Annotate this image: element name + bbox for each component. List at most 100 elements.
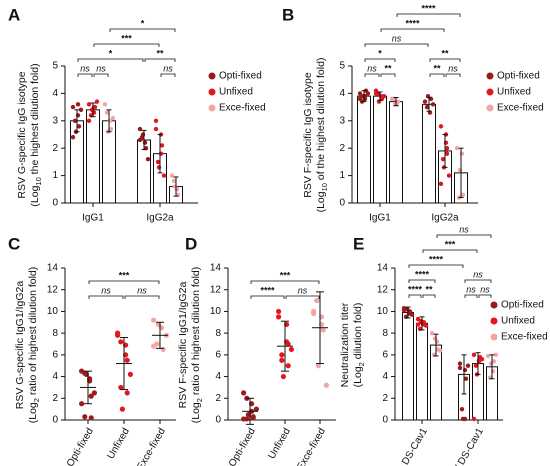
y-axis-label-part: 10 [34, 177, 43, 185]
data-point [454, 146, 460, 151]
data-point [488, 361, 494, 366]
legend-label: Unfixed [501, 316, 535, 327]
significance-bracket [88, 280, 160, 284]
significance-label: ** [384, 63, 392, 73]
significance-label: **** [408, 284, 423, 294]
x-tick-label: IgG1 [82, 213, 104, 224]
y-tick-label: 12 [47, 284, 59, 295]
data-point [102, 102, 108, 107]
y-axis-label: (Log2 ratio of highest dilution fold) [190, 267, 205, 424]
legend-marker [486, 72, 494, 80]
x-tick-label: IgG1 [369, 213, 391, 224]
legend-marker [490, 317, 498, 325]
data-point [151, 343, 157, 349]
x-tick-label: IgG2a [431, 213, 459, 224]
data-point [463, 376, 469, 381]
significance-label: *** [280, 270, 291, 280]
legend-marker [208, 104, 216, 112]
panel-letter: D [185, 234, 197, 253]
data-point [124, 357, 130, 363]
data-point [323, 382, 329, 388]
y-tick-label: 12 [210, 284, 222, 295]
data-point [78, 107, 84, 113]
significance-label: ns [392, 33, 402, 43]
significance-label: ns [367, 63, 377, 73]
data-point [140, 132, 146, 137]
significance-label: * [109, 48, 113, 58]
data-point [378, 93, 384, 99]
y-tick-label: 10 [47, 306, 59, 317]
y-tick-label: 2 [382, 393, 388, 404]
significance-bracket [77, 58, 144, 62]
data-point [471, 352, 477, 358]
y-axis-label-part: 10 [320, 183, 329, 191]
y-tick-label: 5 [339, 61, 345, 72]
data-point [75, 113, 81, 118]
significance-label: ns [448, 63, 458, 73]
data-point [104, 110, 110, 115]
significance-label: *** [445, 239, 456, 249]
data-point [362, 93, 368, 99]
y-axis-label-part: dilution fold) [352, 303, 364, 363]
y-tick-label: 14 [377, 263, 389, 274]
data-point [253, 406, 259, 412]
data-point [457, 361, 463, 366]
significance-label: **** [429, 254, 444, 264]
data-point [490, 368, 496, 374]
data-point [156, 165, 162, 170]
significance-bracket [364, 73, 380, 77]
y-tick-label: 5 [52, 61, 58, 72]
x-tick-label: Exce-fixed [295, 426, 328, 466]
significance-label: *** [119, 270, 130, 280]
data-point [127, 371, 133, 377]
legend-label: Exce-fixed [219, 103, 266, 114]
significance-label: ns [298, 285, 308, 295]
significance-bracket [250, 280, 320, 284]
significance-bracket [124, 295, 160, 299]
significance-bracket [478, 294, 492, 298]
y-axis-label-part: (Log [190, 402, 202, 423]
significance-bracket [109, 28, 176, 32]
data-point [91, 390, 97, 396]
data-point [443, 140, 449, 145]
data-point [357, 96, 363, 102]
y-tick-label: 14 [210, 263, 222, 274]
y-tick-label: 0 [339, 198, 345, 209]
x-tick-label: Opti-fixed [65, 426, 96, 466]
data-point [72, 118, 78, 124]
significance-bracket [93, 73, 109, 77]
data-point [438, 124, 444, 129]
data-point [115, 330, 121, 336]
data-point [250, 414, 256, 420]
y-axis-label: (Log2 dilution fold) [352, 303, 367, 388]
x-tick-label: w/ DS-Cav1 [449, 426, 486, 466]
bar [357, 95, 371, 204]
y-axis-label: (Log2 ratio of highest dilution fold) [27, 267, 42, 424]
significance-label: **** [260, 285, 275, 295]
significance-label: *** [121, 33, 132, 43]
y-tick-label: 6 [52, 349, 58, 360]
y-axis-label-part: (Log [29, 185, 41, 206]
data-point [373, 88, 379, 93]
x-tick-label: Exce-fixed [135, 426, 168, 466]
legend-label: Unfixed [219, 87, 253, 98]
data-point [137, 126, 143, 132]
data-point [279, 352, 285, 358]
data-point [82, 370, 88, 376]
data-point [279, 357, 285, 363]
y-tick-label: 0 [215, 415, 221, 426]
significance-bracket [464, 294, 478, 298]
significance-bracket [160, 73, 176, 77]
significance-bracket [77, 73, 93, 77]
significance-label: ns [80, 63, 90, 73]
data-point [429, 330, 435, 336]
y-tick-label: 3 [339, 115, 345, 126]
data-point [169, 173, 175, 178]
x-tick-label: IgG2a [146, 213, 174, 224]
significance-bracket [364, 58, 396, 62]
data-point [444, 146, 450, 151]
significance-label: ** [433, 63, 441, 73]
y-axis-label: (Log10 of the highest dilution fold) [315, 58, 330, 213]
data-point [145, 156, 151, 162]
panel-letter: A [8, 5, 20, 24]
